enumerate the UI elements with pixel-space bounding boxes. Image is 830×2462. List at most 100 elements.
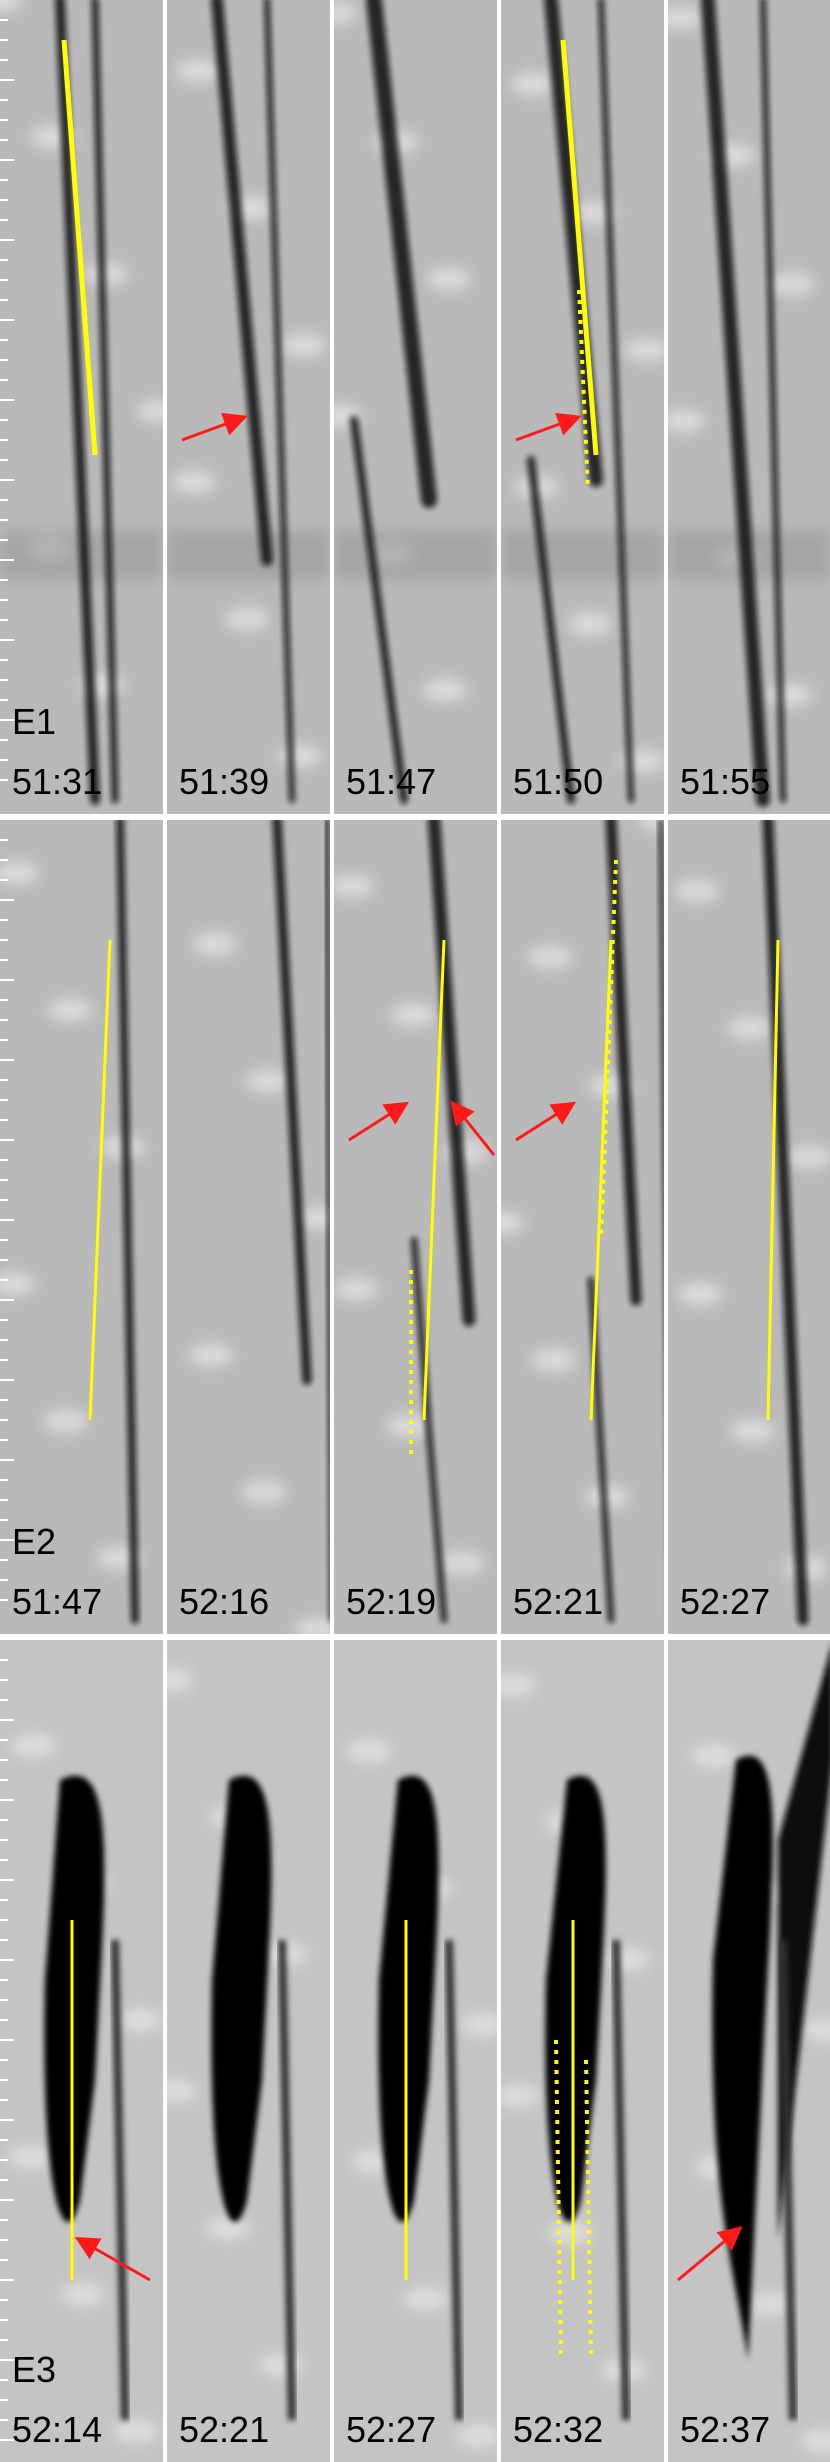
bright-blob (167, 1668, 193, 1692)
bright-blob (501, 2084, 540, 2108)
event-label: E2 (12, 1521, 56, 1562)
background (167, 820, 330, 1634)
time-label: 52:27 (346, 2409, 436, 2450)
dark-streak (324, 820, 330, 1622)
bright-blob (638, 820, 664, 832)
dark-streak (55, 0, 100, 805)
bright-blob (585, 1485, 629, 1509)
dark-streak (701, 0, 770, 807)
bright-blob (0, 1272, 35, 1296)
dark-streak (527, 456, 575, 804)
time-label: 52:19 (346, 1581, 436, 1622)
image-panel: 51:39 (167, 0, 330, 814)
bright-blob (801, 2429, 830, 2453)
guide-line (422, 939, 446, 1421)
bright-blob (193, 932, 237, 956)
arrow (348, 1101, 410, 1142)
dark-band (334, 530, 497, 580)
bright-blob (299, 1206, 330, 1230)
time-label: 51:31 (12, 761, 102, 802)
arrow (515, 412, 582, 442)
time-label: 52:32 (513, 2409, 603, 2450)
bright-blob (692, 1744, 736, 1768)
bright-blob (167, 2079, 197, 2103)
image-panel: 52:16 (167, 820, 330, 1634)
bright-blob (44, 1409, 88, 1433)
bright-blob (176, 59, 220, 83)
image-panel: 52:21 (501, 820, 664, 1634)
image-content (668, 1640, 830, 2462)
bright-blob (8, 2145, 52, 2169)
image-content (167, 0, 330, 814)
bright-blob (675, 879, 719, 903)
guide-line (88, 939, 112, 1421)
bright-blob (259, 2353, 303, 2377)
bright-blob (295, 1617, 330, 1634)
dark-streak (612, 1939, 630, 2421)
guide-line-dotted (554, 2039, 563, 2361)
arrow (181, 412, 248, 442)
bright-blob (427, 267, 471, 291)
bright-blob (804, 2018, 830, 2042)
bright-blob (206, 2216, 250, 2240)
dark-streak (779, 1939, 797, 2421)
guide-line-dotted (599, 859, 618, 1241)
image-content (0, 820, 163, 1634)
time-label: 52:37 (680, 2409, 770, 2450)
bright-blob (334, 1277, 378, 1301)
background (334, 820, 497, 1634)
time-label: 52:16 (179, 1581, 269, 1622)
bright-blob (172, 470, 216, 494)
bright-blob (457, 2424, 497, 2448)
bright-blob (246, 1069, 290, 1093)
dark-streak (544, 0, 603, 487)
bright-blob (549, 2221, 593, 2245)
background (668, 820, 830, 1634)
bright-blob (532, 1348, 576, 1372)
bright-blob (137, 399, 163, 423)
background (501, 820, 664, 1634)
bright-blob (501, 1211, 523, 1235)
event-label: E1 (12, 701, 56, 742)
bright-blob (461, 2013, 497, 2037)
bright-blob (118, 2008, 162, 2032)
bright-blob (12, 1734, 56, 1758)
event-label: E3 (12, 2349, 56, 2390)
arrow (515, 1101, 577, 1142)
dark-streak (264, 0, 295, 803)
image-content (501, 1640, 664, 2462)
dark-streak (211, 0, 273, 566)
image-content (334, 1640, 497, 2462)
image-panel: 52:27 (668, 820, 830, 1634)
time-label: 51:47 (12, 1581, 102, 1622)
image-panel: 51:55 (668, 0, 830, 814)
bright-blob (347, 1739, 391, 1763)
bright-blob (242, 1480, 286, 1504)
image-panel: 51:31 E1 (0, 0, 163, 814)
panel-row: 51:47 E2 52:16 52:19 52:21 52:27 (0, 820, 830, 1634)
bright-blob (668, 6, 702, 30)
dark-streak (762, 820, 809, 1626)
bright-blob (404, 2287, 448, 2311)
bright-blob (0, 0, 22, 12)
dark-feature (211, 1775, 272, 2222)
bright-blob (48, 998, 92, 1022)
bright-blob (189, 1343, 233, 1367)
image-content (668, 820, 830, 1634)
image-panel: 51:50 (501, 0, 664, 814)
guide-line-dotted (577, 289, 590, 491)
dark-band (167, 530, 330, 580)
dark-band (501, 530, 664, 580)
image-content (167, 820, 330, 1634)
guide-line (560, 39, 599, 456)
dark-feature (545, 1775, 606, 2222)
bright-blob (387, 1414, 431, 1438)
dark-streak (278, 1939, 296, 2421)
dark-streak (658, 820, 664, 1253)
image-panel: 52:14 E3 (0, 1640, 163, 2462)
arrow (74, 2237, 151, 2282)
dark-feature (778, 1650, 830, 2240)
time-label: 52:27 (680, 1581, 770, 1622)
image-panel: 52:37 (668, 1640, 830, 2462)
image-panel: 51:47 E2 (0, 820, 163, 1634)
